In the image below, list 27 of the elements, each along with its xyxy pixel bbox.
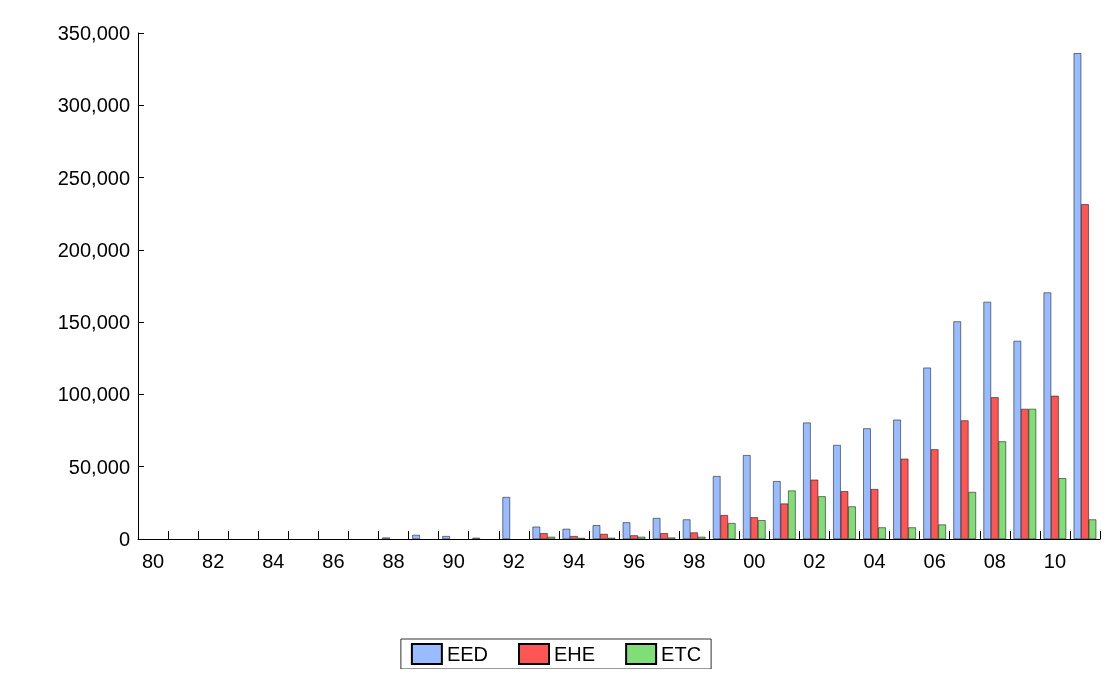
legend-label: EHE [554, 643, 596, 665]
legend-label: EED [446, 643, 488, 665]
x-tick-label: 06 [923, 550, 946, 572]
x-tick-label: 94 [562, 550, 586, 572]
y-tick-label: 250,000 [57, 166, 130, 189]
x-tick-label: 86 [322, 550, 345, 572]
x-tick-label: 96 [622, 550, 646, 572]
x-tick-label: 04 [863, 550, 886, 572]
x-tick-label: 08 [983, 550, 1006, 572]
x-tick-label: 88 [382, 550, 405, 572]
y-tick-label: 100,000 [57, 383, 130, 406]
y-tick-label: 350,000 [57, 22, 130, 44]
y-tick-label: 150,000 [57, 311, 130, 334]
x-tick-label: 82 [202, 550, 225, 572]
x-tick-label: 02 [803, 550, 826, 572]
y-tick-label: 0 [118, 528, 130, 550]
y-tick-label: 50,000 [68, 455, 130, 478]
y-tick-label: 300,000 [57, 94, 130, 117]
x-tick-label: 84 [262, 550, 285, 572]
x-tick-label: 92 [502, 550, 525, 572]
x-tick-label: 10 [1043, 550, 1067, 572]
y-tick-label: 200,000 [57, 238, 130, 261]
x-tick-label: 98 [683, 550, 706, 572]
x-tick-label: 80 [141, 550, 165, 572]
x-tick-label: 00 [743, 550, 766, 572]
legend-label: ETC [661, 643, 702, 665]
x-tick-label: 90 [442, 550, 465, 572]
